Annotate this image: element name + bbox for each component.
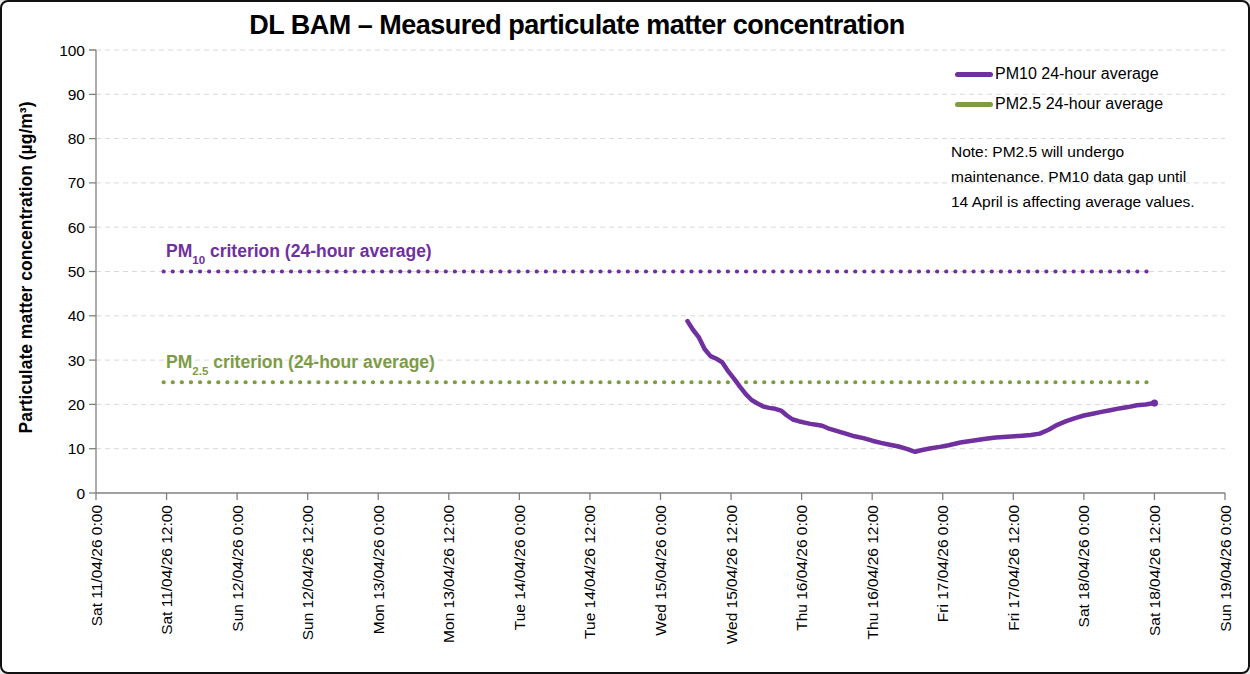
x-tick-label: Tue 14/04/26 0:00: [511, 505, 528, 631]
y-tick-label: 0: [76, 485, 85, 502]
x-tick-label: Thu 16/04/26 12:00: [864, 505, 881, 640]
pm10-criterion-label: PM10 criterion (24-hour average): [166, 241, 432, 264]
chart-title: DL BAM – Measured particulate matter con…: [2, 10, 1152, 41]
legend-item-pm10: PM10 24-hour average: [955, 59, 1163, 89]
y-tick-label: 70: [68, 174, 86, 191]
pm25-criterion-subscript: 2.5: [192, 365, 208, 377]
y-tick-label: 30: [68, 352, 86, 369]
series-line: [688, 321, 1155, 452]
y-tick-label: 90: [68, 86, 86, 103]
pm25-criterion-prefix: PM: [166, 352, 192, 372]
x-tick-label: Mon 13/04/26 12:00: [440, 505, 457, 643]
x-tick-label: Tue 14/04/26 12:00: [581, 505, 598, 639]
x-tick-label: Fri 17/04/26 0:00: [934, 505, 951, 623]
y-tick-label: 40: [68, 307, 86, 324]
y-tick-label: 20: [68, 396, 86, 413]
y-tick-label: 100: [59, 42, 85, 59]
x-tick-label: Mon 13/04/26 0:00: [370, 505, 387, 635]
x-tick-label: Wed 15/04/26 0:00: [652, 505, 669, 636]
y-tick-label: 50: [68, 263, 86, 280]
x-tick-label: Sun 12/04/26 12:00: [299, 505, 316, 641]
y-tick-label: 60: [68, 219, 86, 236]
y-tick-label: 10: [68, 440, 86, 457]
note-text: Note: PM2.5 will undergo maintenance. PM…: [951, 139, 1196, 214]
chart-frame: 0 10 20 30 40 50 60 70 80 90 100 Sat 11/04/26 0:00 S…: [0, 0, 1250, 674]
x-tick-label: Thu 16/04/26 0:00: [793, 505, 810, 631]
x-tick-label: Sat 11/04/26 12:00: [158, 505, 175, 635]
legend: PM10 24-hour average PM2.5 24-hour avera…: [955, 59, 1163, 119]
pm10-line-swatch: [955, 72, 993, 77]
y-tick-label: 80: [68, 130, 86, 147]
pm10-criterion-prefix: PM: [166, 241, 192, 261]
y-axis-title: Particulate matter concentration (µg/m³): [16, 58, 37, 478]
legend-label-pm10: PM10 24-hour average: [995, 65, 1159, 83]
legend-label-pm25: PM2.5 24-hour average: [995, 95, 1163, 113]
pm25-criterion-rest: criterion (24-hour average): [208, 352, 435, 372]
legend-item-pm25: PM2.5 24-hour average: [955, 89, 1163, 119]
x-tick-label: Fri 17/04/26 12:00: [1005, 505, 1022, 631]
pm25-criterion-label: PM2.5 criterion (24-hour average): [166, 352, 435, 375]
x-tick-label: Sat 11/04/26 0:00: [88, 505, 105, 627]
x-tick-label: Sun 12/04/26 0:00: [229, 505, 246, 632]
x-tick-label: Wed 15/04/26 12:00: [723, 505, 740, 645]
series-endpoint-marker: [1151, 399, 1158, 406]
pm10-criterion-rest: criterion (24-hour average): [205, 241, 432, 261]
pm10-criterion-subscript: 10: [192, 254, 205, 266]
x-tick-label: Sat 18/04/26 0:00: [1075, 505, 1092, 628]
x-tick-label: Sun 19/04/26 0:00: [1217, 505, 1234, 632]
pm25-line-swatch: [955, 102, 993, 107]
x-tick-label: Sat 18/04/26 12:00: [1146, 505, 1163, 636]
